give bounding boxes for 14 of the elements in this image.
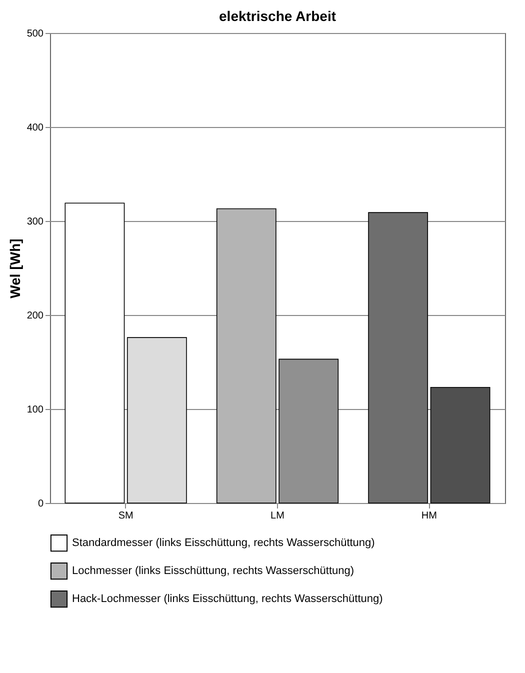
x-tick-label: SM: [118, 510, 134, 522]
y-tick-label: 0: [38, 498, 44, 510]
chart-title: elektrische Arbeit: [219, 8, 336, 24]
legend-label: Hack-Lochmesser (links Eisschüttung, rechts Wasserschüttung): [72, 593, 383, 605]
y-tick-label: 500: [26, 28, 44, 40]
legend-label: Lochmesser (links Eisschüttung, rechts Wasserschüttung): [72, 565, 354, 577]
y-tick-label: 400: [26, 122, 44, 134]
y-tick-label: 300: [26, 216, 44, 228]
legend-label: Standardmesser (links Eisschüttung, rechts Wasserschüttung): [72, 537, 375, 549]
y-axis-title: Wel [Wh]: [6, 238, 23, 298]
x-tick-label: LM: [270, 510, 284, 522]
y-tick-label: 100: [26, 404, 44, 416]
x-tick-label: HM: [421, 510, 437, 522]
y-tick-label: 200: [26, 310, 44, 322]
